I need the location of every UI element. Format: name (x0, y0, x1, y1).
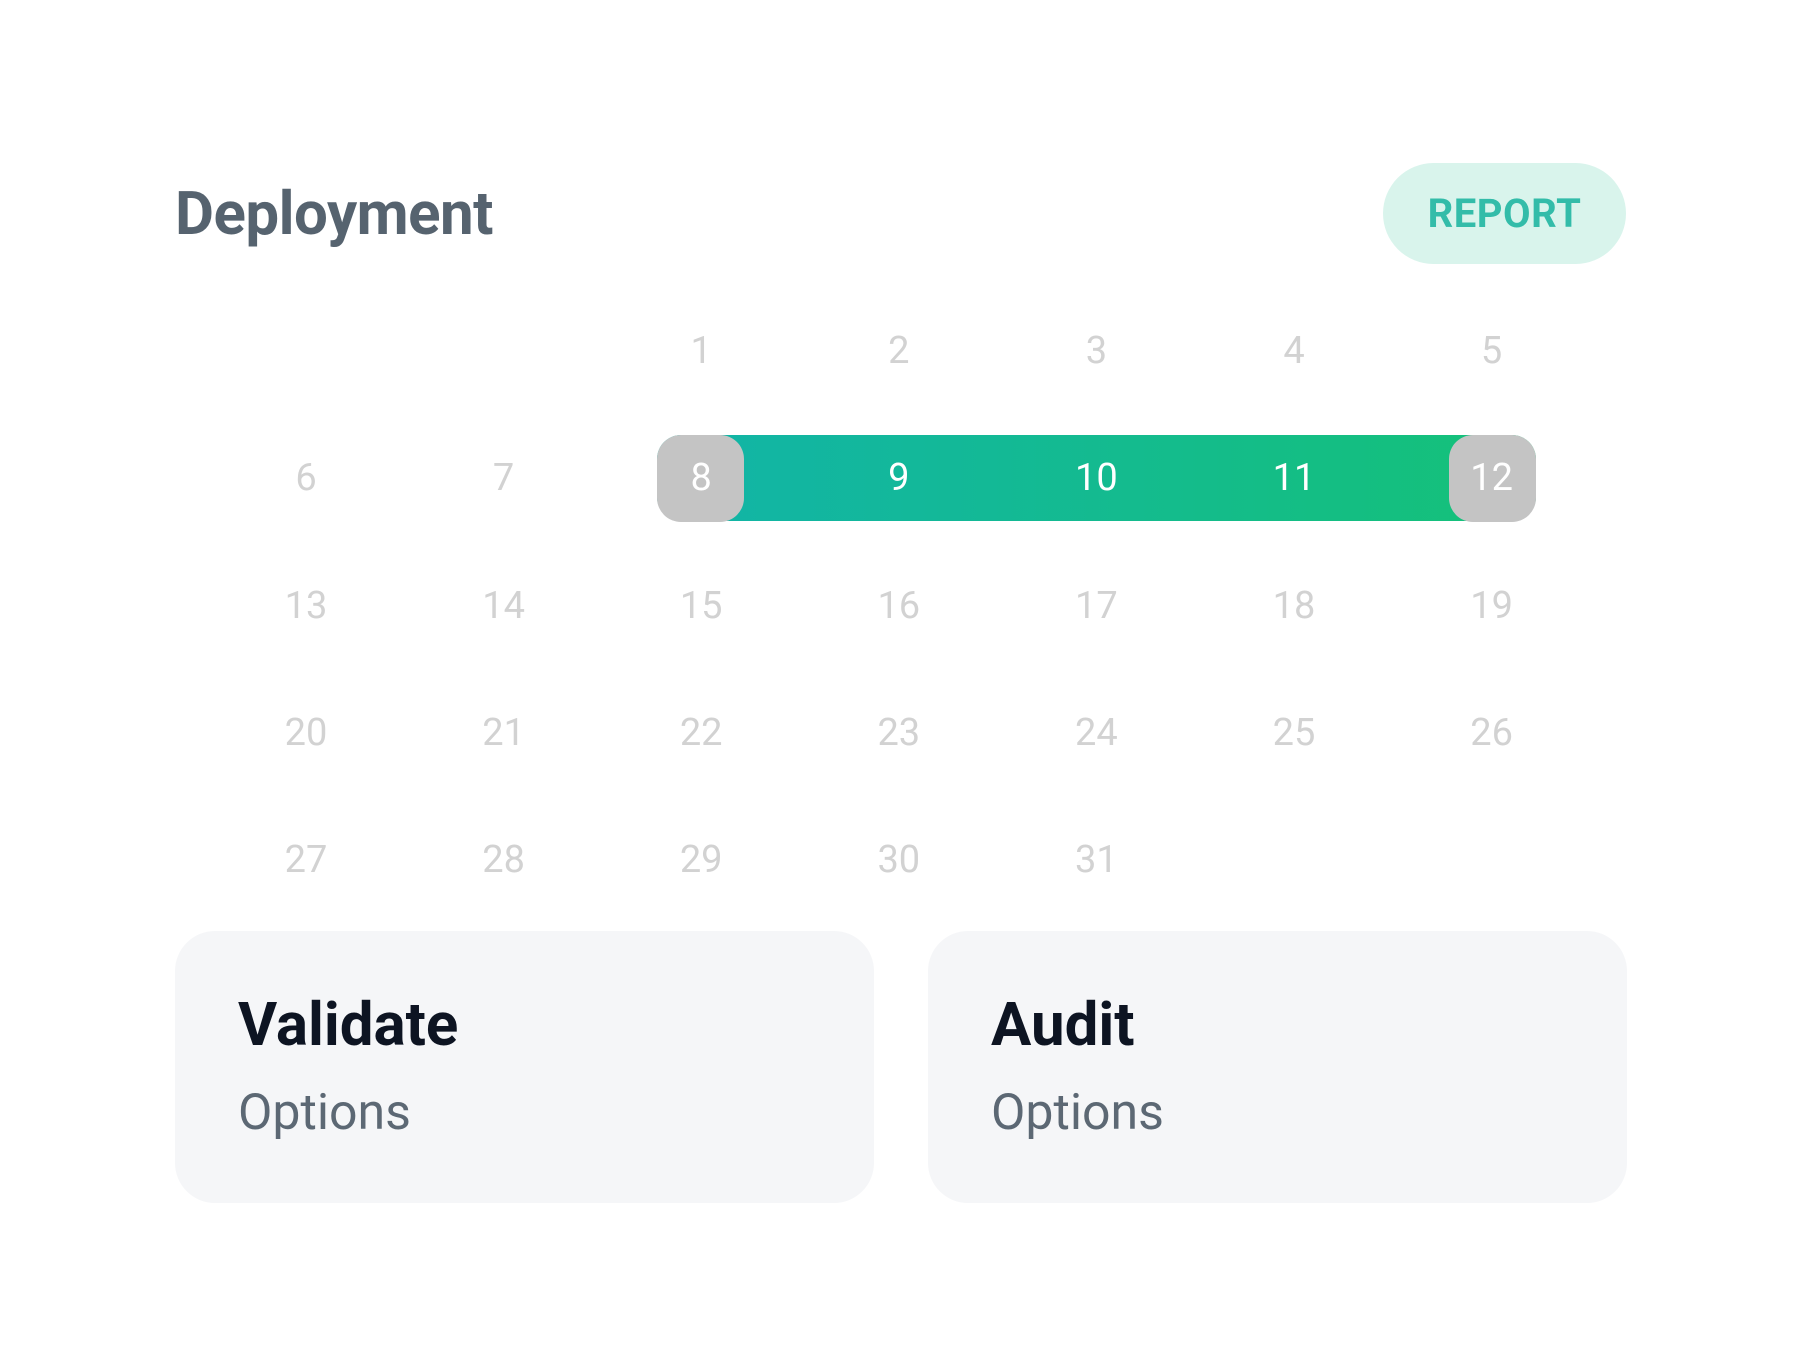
day: 19 (1470, 583, 1513, 628)
day: 6 (295, 456, 317, 501)
day: 29 (679, 838, 723, 883)
day: 7 (492, 456, 515, 501)
card[interactable]: Validate Options (175, 931, 874, 1203)
day: 16 (877, 583, 921, 628)
report-button[interactable]: REPORT (1383, 163, 1626, 264)
day: 15 (679, 583, 723, 628)
day: 30 (877, 838, 921, 883)
day: 23 (877, 710, 921, 755)
day: 27 (284, 838, 328, 883)
day: 25 (1272, 710, 1316, 755)
day: 21 (482, 710, 525, 755)
day: 28 (482, 838, 525, 883)
card-title: Validate (238, 989, 459, 1060)
day: 26 (1470, 710, 1513, 755)
card-subtitle: Options (991, 1084, 1164, 1142)
day: 2 (888, 329, 910, 373)
day: 5 (1480, 329, 1503, 373)
day: 22 (679, 710, 723, 755)
day: 9 (888, 456, 910, 501)
range-bar (657, 435, 1536, 522)
card-title: Audit (991, 989, 1135, 1060)
day: 10 (1075, 456, 1118, 501)
card[interactable]: Audit Options (928, 931, 1627, 1203)
day: 3 (1085, 329, 1108, 373)
day: 18 (1272, 583, 1316, 628)
day: 13 (284, 583, 328, 628)
range-end (1448, 435, 1536, 523)
day: 11 (1272, 456, 1316, 501)
day: 4 (1283, 329, 1305, 373)
day: 8 (690, 456, 712, 501)
day: 17 (1075, 583, 1118, 628)
day: 14 (482, 583, 525, 628)
day: 31 (1075, 838, 1118, 883)
day: 20 (284, 710, 328, 755)
card-subtitle: Options (238, 1084, 411, 1142)
title: Deployment (175, 178, 493, 249)
day: 24 (1075, 710, 1118, 755)
range-start (657, 435, 745, 523)
day: 1 (690, 329, 712, 373)
day: 12 (1470, 456, 1513, 501)
